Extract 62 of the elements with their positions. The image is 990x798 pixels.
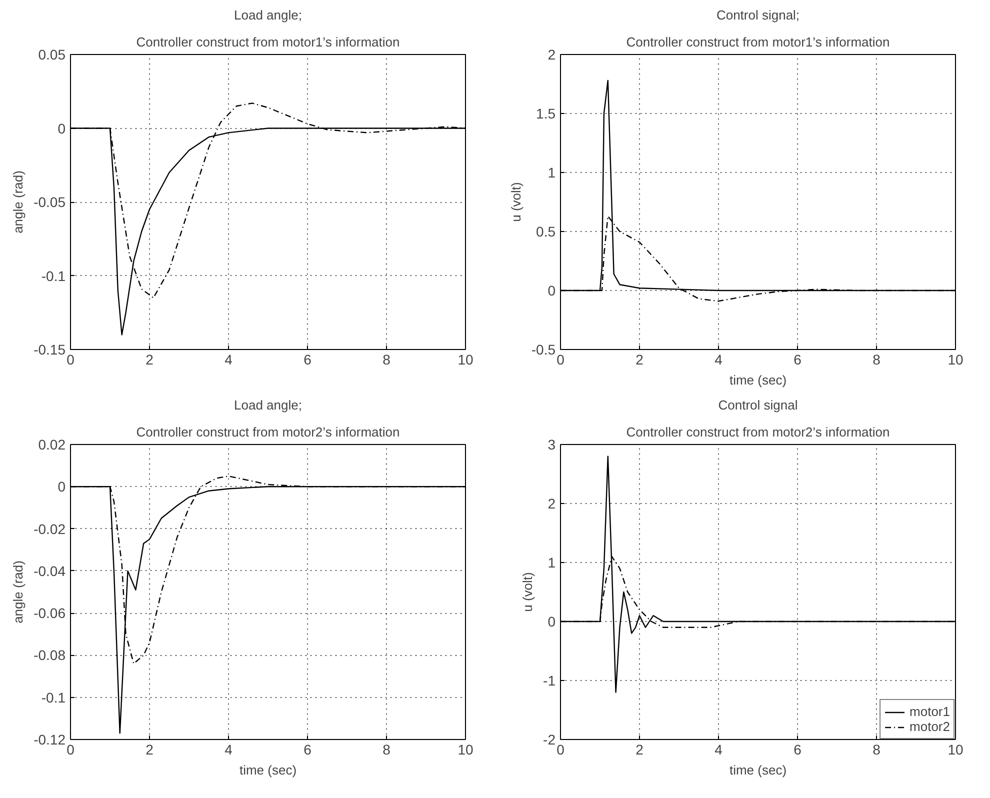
chart-subtitle: Controller construct from motor2’s information <box>626 424 890 440</box>
y-tick-label: -2 <box>543 732 556 748</box>
x-tick-label: 10 <box>948 742 964 758</box>
x-tick-label: 2 <box>636 352 644 368</box>
x-tick-label: 10 <box>948 352 964 368</box>
y-tick-label: 2 <box>548 496 556 512</box>
chart-title: Load angle; <box>234 398 302 412</box>
x-axis-title: time (sec) <box>239 762 297 778</box>
y-tick-label: -0.08 <box>34 647 66 664</box>
y-tick-label: 0.05 <box>38 46 66 62</box>
y-tick-label: -0.06 <box>34 605 66 622</box>
y-tick-label: 0 <box>548 282 556 298</box>
x-tick-label: 10 <box>458 352 474 368</box>
x-tick-label: 4 <box>714 742 723 758</box>
x-axis-title: time (sec) <box>729 762 787 778</box>
y-tick-label: 0.5 <box>536 224 556 240</box>
y-tick-label: -0.5 <box>531 342 556 358</box>
chart-subtitle: Controller construct from motor2’s information <box>136 424 400 440</box>
x-tick-label: 8 <box>872 352 881 368</box>
legend-label: motor1 <box>910 704 950 719</box>
y-tick-label: 1 <box>548 554 556 570</box>
y-tick-label: 0 <box>58 120 66 136</box>
y-tick-label: -0.15 <box>34 342 66 358</box>
x-tick-label: 6 <box>794 352 802 368</box>
chart-subtitle: Controller construct from motor1’s information <box>626 34 890 50</box>
y-tick-label: 0 <box>58 478 66 495</box>
x-tick-label: 6 <box>304 352 312 368</box>
x-tick-label: 2 <box>146 352 154 368</box>
x-tick-label: 4 <box>224 352 233 368</box>
y-tick-label: 1.5 <box>536 106 556 122</box>
x-tick-label: 8 <box>382 742 391 758</box>
chart-title: Load angle; <box>234 8 302 22</box>
y-tick-label: -0.05 <box>34 194 66 210</box>
y-tick-label: 2 <box>548 46 556 62</box>
y-axis-title: u (volt) <box>508 182 524 222</box>
x-tick-label: 2 <box>636 742 644 758</box>
x-tick-label: 8 <box>382 352 391 368</box>
chart-title: Control signal; <box>716 8 800 22</box>
x-tick-label: 4 <box>714 352 723 368</box>
x-tick-label: 10 <box>458 742 474 758</box>
y-tick-label: -0.1 <box>41 268 66 284</box>
x-tick-label: 6 <box>304 742 312 758</box>
y-axis-title: angle (rad) <box>10 560 26 624</box>
y-tick-label: -0.04 <box>34 562 66 579</box>
y-tick-label: -1 <box>543 672 556 688</box>
y-tick-label: 0 <box>548 614 556 630</box>
y-tick-label: 0.02 <box>38 436 66 452</box>
x-axis-title: time (sec) <box>729 372 787 388</box>
x-tick-label: 2 <box>146 742 154 758</box>
x-tick-label: 6 <box>794 742 802 758</box>
chart-subtitle: Controller construct from motor1’s information <box>136 34 400 50</box>
legend-label: motor2 <box>910 719 950 734</box>
y-axis-title: u (volt) <box>520 572 536 612</box>
x-tick-label: 8 <box>872 742 881 758</box>
y-tick-label: 3 <box>548 436 556 452</box>
chart-title: Control signal <box>718 398 798 412</box>
y-tick-label: -0.12 <box>34 732 66 748</box>
y-tick-label: 1 <box>548 164 556 180</box>
y-tick-label: -0.02 <box>34 520 66 537</box>
y-axis-title: angle (rad) <box>10 170 26 234</box>
y-tick-label: -0.1 <box>41 689 66 706</box>
x-tick-label: 4 <box>224 742 233 758</box>
